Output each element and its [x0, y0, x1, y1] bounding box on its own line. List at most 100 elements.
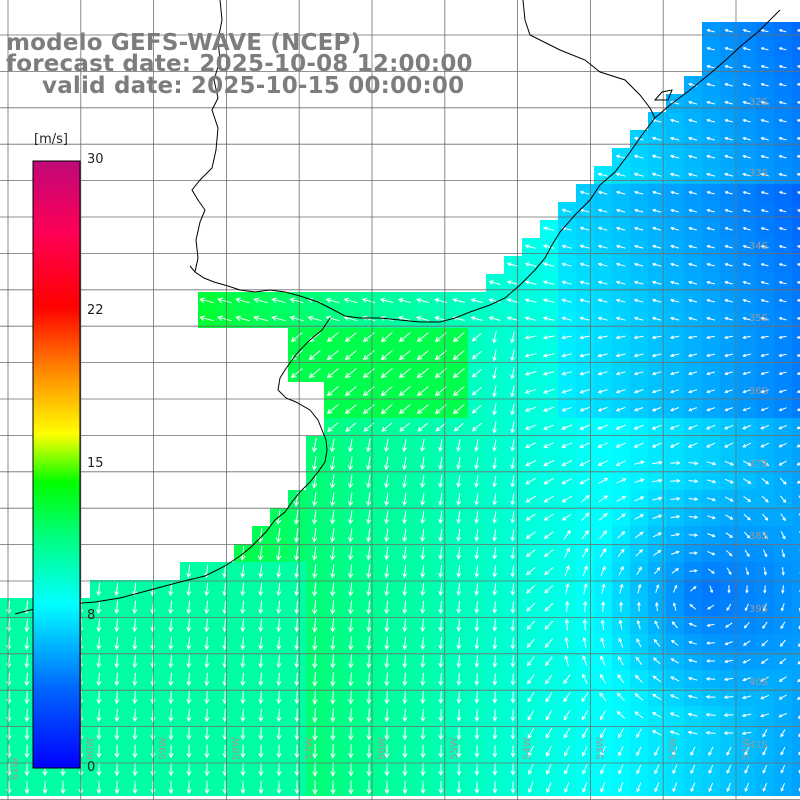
wind-arrow — [258, 654, 264, 669]
wind-arrow — [706, 497, 717, 502]
wind-arrow — [705, 694, 716, 699]
coastline — [14, 0, 781, 615]
wind-arrow — [615, 244, 626, 249]
wind-arrow — [742, 82, 751, 87]
wind-arrow — [329, 474, 336, 489]
wind-arrow — [399, 422, 411, 432]
wind-arrow — [633, 226, 644, 231]
wind-arrow — [474, 475, 479, 488]
wind-arrow — [671, 568, 680, 574]
wind-arrow — [510, 727, 516, 740]
wind-arrow — [545, 710, 553, 721]
wind-arrow — [689, 603, 697, 610]
wind-arrow — [597, 389, 608, 394]
wind-arrow — [669, 244, 680, 249]
wind-arrow — [561, 208, 572, 213]
wind-arrow — [362, 404, 375, 415]
wind-arrow — [330, 582, 336, 597]
wind-arrow — [275, 546, 282, 561]
wind-arrow — [546, 763, 552, 775]
wind-arrow — [597, 298, 608, 303]
wind-arrow — [397, 297, 412, 304]
wind-arrow — [416, 368, 429, 379]
wind-arrow — [654, 764, 660, 775]
wind-arrow — [329, 510, 336, 525]
wind-arrow — [633, 244, 644, 249]
wind-arrow — [670, 478, 681, 483]
wind-arrow — [312, 564, 318, 579]
coastline-north — [189, 0, 656, 323]
wind-arrow — [456, 637, 462, 650]
wind-arrow — [474, 529, 480, 542]
wind-arrow — [438, 492, 444, 507]
wind-arrow — [781, 549, 786, 558]
wind-arrow — [276, 690, 282, 705]
wind-arrow — [492, 349, 497, 362]
wind-arrow — [186, 744, 192, 759]
wind-arrow — [96, 672, 102, 687]
wind-arrow — [708, 764, 714, 775]
wind-arrow — [402, 600, 408, 615]
wind-arrow — [579, 226, 590, 231]
wind-arrow — [240, 726, 246, 741]
wind-arrow — [438, 654, 444, 669]
lon-label: 54W — [522, 737, 533, 760]
wind-arrow — [510, 493, 515, 506]
wind-arrow — [168, 690, 174, 705]
wind-arrow — [582, 618, 588, 631]
wind-arrow — [597, 208, 608, 213]
wind-arrow — [456, 475, 461, 488]
wind-arrow — [384, 726, 390, 741]
wind-arrow — [294, 690, 300, 705]
wind-arrow — [688, 262, 698, 267]
wind-arrow — [150, 708, 156, 723]
wind-arrow — [724, 371, 733, 376]
wind-arrow — [366, 582, 372, 597]
wind-arrow — [669, 280, 680, 285]
wind-arrow — [168, 672, 174, 687]
wind-arrow — [525, 460, 537, 467]
wind-arrow — [132, 780, 138, 795]
wind-arrow — [348, 780, 354, 795]
wind-arrow — [348, 618, 354, 633]
wind-arrow — [471, 368, 482, 378]
wind-arrow — [384, 492, 390, 507]
wind-arrow — [561, 280, 572, 285]
wind-arrow — [402, 762, 408, 777]
wind-arrow — [132, 762, 138, 777]
wind-arrow — [651, 371, 662, 376]
wind-arrow — [707, 550, 716, 556]
wind-arrow — [687, 280, 698, 285]
wind-arrow — [276, 726, 282, 741]
wind-arrow — [581, 547, 589, 558]
wind-arrow — [742, 154, 751, 159]
wind-arrow — [633, 335, 644, 340]
wind-arrow — [271, 315, 286, 322]
wind-arrow — [312, 618, 318, 633]
wind-arrow — [744, 603, 749, 612]
colorbar-tick-0: 0 — [87, 760, 96, 775]
wind-arrow — [761, 477, 770, 485]
wind-arrow — [452, 368, 465, 379]
wind-arrow — [688, 515, 699, 520]
wind-arrow — [582, 636, 587, 649]
wind-arrow — [348, 762, 354, 777]
wind-arrow — [132, 618, 138, 633]
wind-arrow — [561, 477, 572, 485]
wind-arrow — [492, 673, 498, 686]
wind-arrow — [687, 100, 698, 105]
wind-arrow — [601, 583, 606, 594]
wind-arrow — [778, 245, 787, 249]
wind-arrow — [597, 316, 608, 321]
wind-arrow — [615, 460, 626, 466]
wind-arrow — [420, 564, 426, 579]
wind-arrow — [258, 564, 264, 579]
wind-arrow — [544, 567, 554, 576]
wind-arrow — [204, 582, 210, 597]
wind-arrow — [347, 438, 354, 453]
wind-arrow — [168, 654, 174, 669]
wind-arrow — [780, 531, 786, 540]
wind-arrow — [669, 262, 680, 267]
wind-arrow — [438, 672, 444, 687]
wind-arrow — [474, 439, 479, 452]
